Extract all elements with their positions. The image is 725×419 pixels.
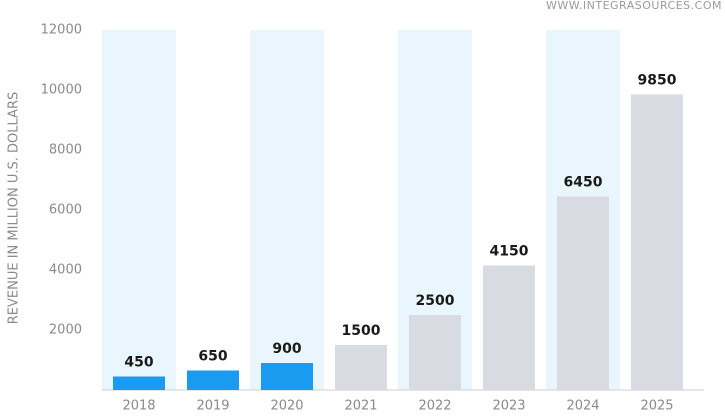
value-label: 1500 bbox=[342, 323, 381, 339]
value-label: 2500 bbox=[416, 293, 455, 309]
bar bbox=[187, 370, 239, 390]
x-tick-label: 2020 bbox=[270, 399, 303, 414]
bar bbox=[409, 315, 461, 390]
x-tick-label: 2018 bbox=[122, 399, 155, 414]
bar bbox=[557, 196, 609, 390]
bar bbox=[113, 376, 165, 390]
y-tick-label: 6000 bbox=[49, 203, 82, 218]
value-label: 6450 bbox=[564, 175, 603, 191]
x-tick-label: 2024 bbox=[566, 399, 599, 414]
bar bbox=[261, 363, 313, 390]
x-tick-label: 2023 bbox=[492, 399, 525, 414]
bar bbox=[631, 94, 683, 390]
bar bbox=[335, 345, 387, 390]
y-tick-label: 8000 bbox=[49, 143, 82, 158]
value-label: 9850 bbox=[638, 73, 677, 89]
x-tick-label: 2019 bbox=[196, 399, 229, 414]
y-tick-label: 2000 bbox=[49, 323, 82, 338]
x-tick-label: 2021 bbox=[344, 399, 377, 414]
y-tick-label: 4000 bbox=[49, 263, 82, 278]
y-axis-label: REVENUE IN MILLION U.S. DOLLARS bbox=[7, 92, 22, 324]
value-label: 650 bbox=[198, 349, 227, 365]
stripe bbox=[250, 30, 324, 390]
y-tick-label: 10000 bbox=[41, 83, 82, 98]
x-tick-label: 2022 bbox=[418, 399, 451, 414]
value-label: 900 bbox=[272, 341, 301, 357]
stripe bbox=[102, 30, 176, 390]
y-tick-label: 12000 bbox=[41, 23, 82, 38]
value-label: 450 bbox=[124, 355, 153, 371]
bar bbox=[483, 265, 535, 390]
value-label: 4150 bbox=[490, 244, 529, 260]
x-tick-label: 2025 bbox=[640, 399, 673, 414]
watermark: WWW.INTEGRASOURCES.COM bbox=[546, 0, 722, 12]
